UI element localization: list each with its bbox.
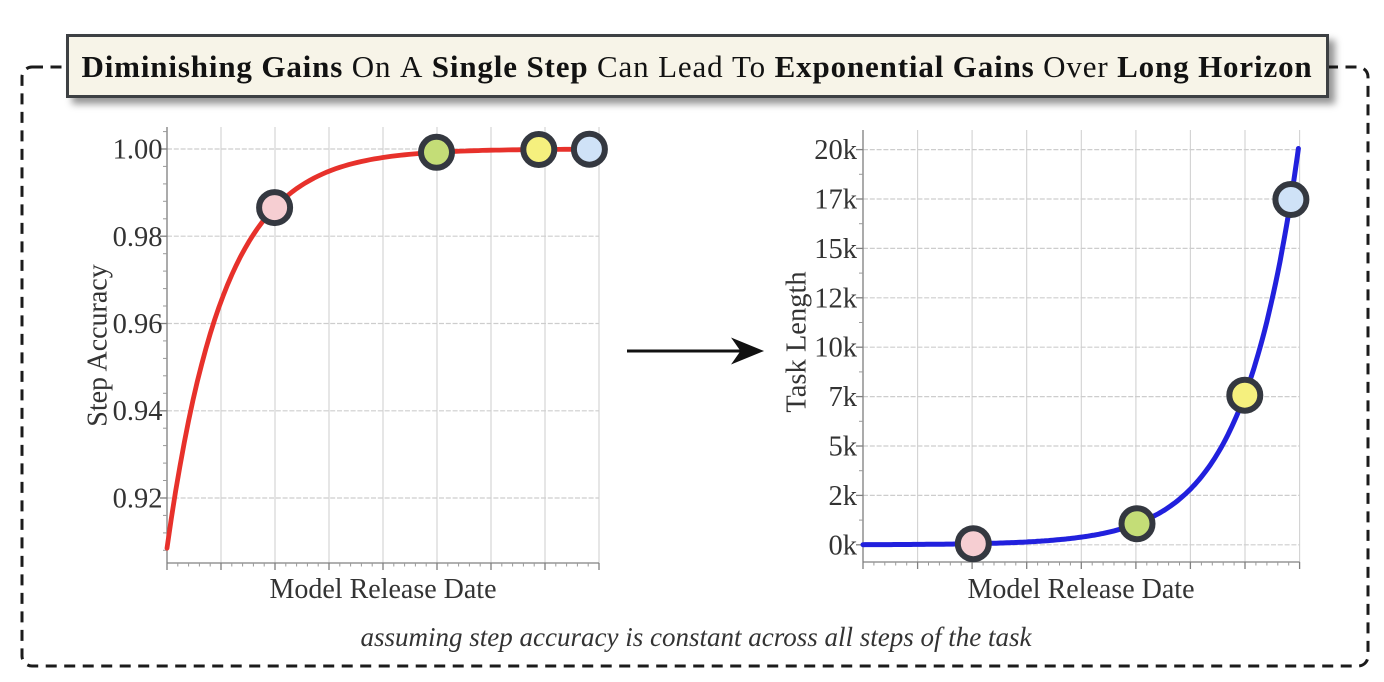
svg-text:17k: 17k [814, 185, 858, 216]
svg-text:10k: 10k [814, 333, 858, 364]
svg-text:12k: 12k [814, 283, 858, 314]
svg-text:0.92: 0.92 [113, 484, 163, 515]
svg-text:0k: 0k [829, 530, 858, 561]
svg-text:1.00: 1.00 [113, 135, 163, 166]
svg-text:Model Release Date: Model Release Date [967, 574, 1194, 605]
svg-text:assuming step accuracy is cons: assuming step accuracy is constant acros… [361, 622, 1033, 652]
svg-text:0.94: 0.94 [113, 396, 163, 427]
svg-text:20k: 20k [814, 135, 858, 166]
svg-text:0.96: 0.96 [113, 309, 163, 340]
svg-text:Task Length: Task Length [782, 271, 813, 412]
svg-text:Model Release Date: Model Release Date [269, 574, 496, 605]
svg-text:7k: 7k [829, 382, 858, 413]
svg-text:5k: 5k [829, 432, 858, 463]
svg-text:15k: 15k [814, 234, 858, 265]
svg-text:0.98: 0.98 [113, 222, 163, 253]
svg-text:2k: 2k [829, 481, 858, 512]
svg-text:Step Accuracy: Step Accuracy [83, 264, 114, 427]
